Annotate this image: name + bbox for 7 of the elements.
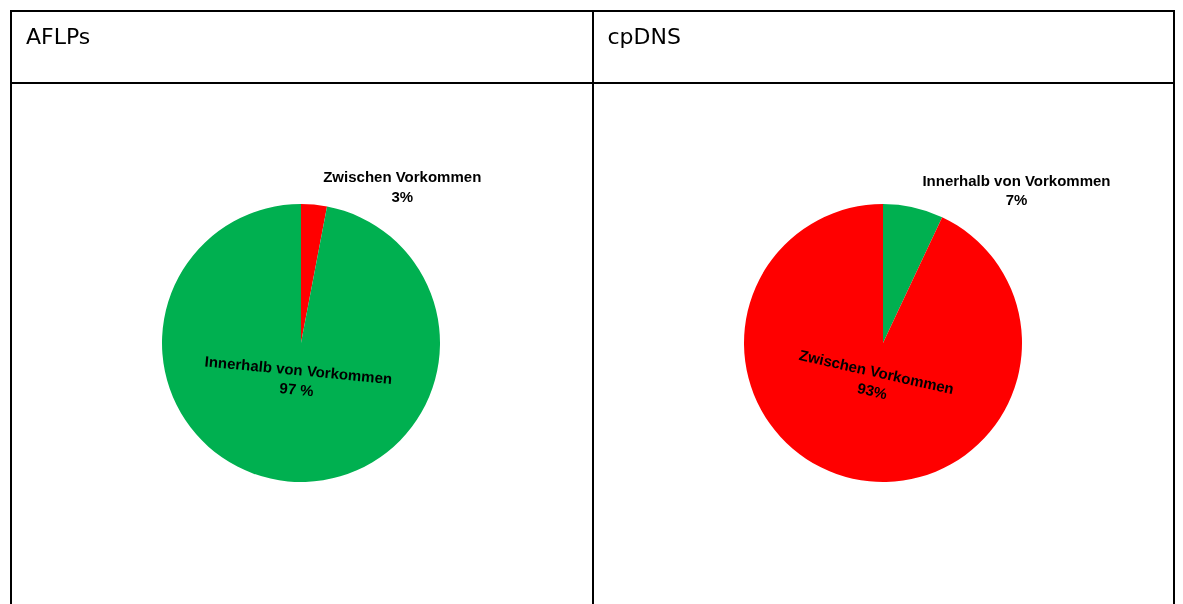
data-label: 3%: [391, 187, 414, 205]
slice-label: Innerhalb von Vorkommen: [921, 171, 1111, 189]
chart-title: cpDNS: [593, 12, 1173, 84]
data-label: 97 %: [278, 379, 315, 400]
data-label: 7%: [1005, 191, 1027, 209]
slice-label: Zwischen Vorkommen: [323, 168, 482, 186]
chart-title: AFLPs: [12, 12, 592, 84]
